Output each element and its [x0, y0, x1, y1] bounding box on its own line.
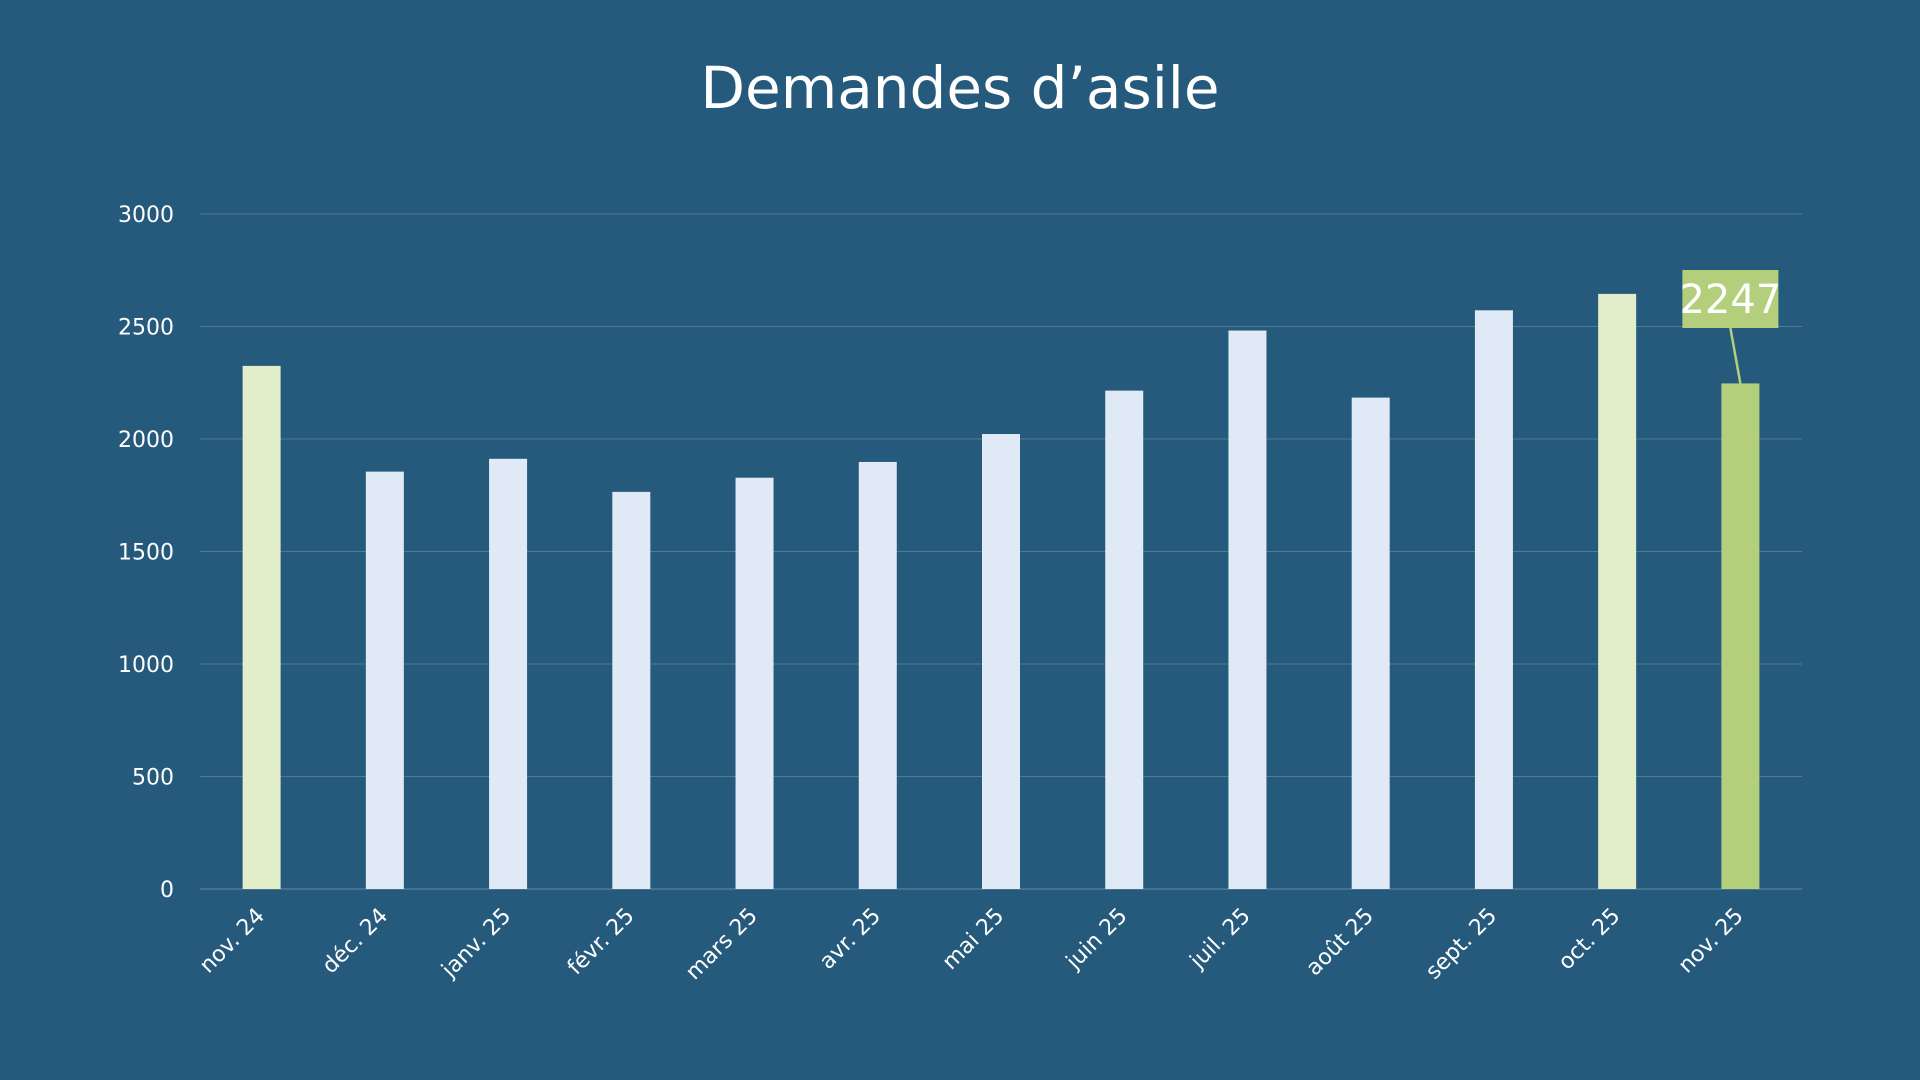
y-tick-label: 1500 [118, 541, 174, 566]
bar [982, 434, 1020, 889]
y-tick-label: 3000 [118, 203, 174, 228]
bar [612, 491, 651, 889]
bar [1105, 390, 1144, 889]
y-tick-label: 2500 [118, 316, 174, 341]
bar [365, 471, 404, 889]
bar [1598, 293, 1637, 889]
bar [1721, 383, 1760, 889]
bar [1228, 330, 1267, 889]
y-tick-label: 2000 [118, 428, 174, 453]
bar [489, 458, 528, 889]
y-tick-label: 0 [160, 878, 174, 903]
annotation-label: 2247 [1679, 277, 1781, 323]
annotation-box [1682, 270, 1779, 328]
bar [1351, 397, 1390, 889]
y-axis-tick-labels: 0 500 1000 1500 2000 2500 3000 [118, 203, 174, 903]
chart-title: Demandes d’asile [700, 54, 1219, 122]
annotation-leader-line [1729, 327, 1742, 384]
data-annotation: 2247 [1679, 270, 1781, 384]
bar [858, 461, 897, 889]
bar [735, 477, 774, 889]
y-tick-label: 1000 [118, 653, 174, 678]
bar [1474, 310, 1513, 889]
y-tick-label: 500 [132, 766, 174, 791]
bar [242, 365, 281, 889]
bars [242, 293, 1760, 889]
